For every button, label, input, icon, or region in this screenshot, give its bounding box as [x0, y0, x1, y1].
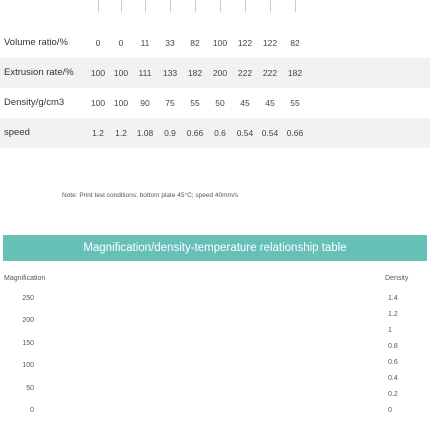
table-cell: 45	[265, 98, 275, 108]
table-cell: 55	[290, 98, 300, 108]
table-column-divider	[245, 0, 246, 12]
table-cell: 133	[162, 68, 178, 78]
table-cell: 82	[190, 38, 200, 48]
table-cell: 1.2	[115, 128, 127, 138]
y-right-tick-label: 1	[388, 327, 392, 334]
table-column-divider	[121, 0, 122, 12]
chart-title: Magnification/density-temperature relati…	[83, 242, 347, 254]
y-left-tick-label: 50	[26, 384, 34, 392]
table-cell: 100	[113, 68, 129, 78]
table-cell: 0.9	[164, 128, 176, 138]
y-left-tick-label: 0	[30, 407, 34, 414]
table-cell: 182	[187, 68, 203, 78]
print-conditions-note: Note: Print test conditions: bottom plat…	[62, 192, 239, 199]
y-left-tick-label: 200	[22, 317, 34, 325]
row-label: speed	[4, 127, 30, 138]
table-cell: 100	[212, 38, 228, 48]
y-right-tick-label: 0.2	[388, 391, 398, 398]
table-cell: 122	[237, 38, 253, 48]
table-column-divider	[195, 0, 196, 12]
table-row: speed 1.2 1.2 1.08 0.9 0.66 0.6 0.54 0.54 0.66	[0, 118, 430, 148]
table-cell: 222	[237, 68, 253, 78]
table-cell: 45	[240, 98, 250, 108]
table-column-divider	[98, 0, 99, 12]
table-cell: 0	[118, 38, 124, 48]
table-cell: 33	[165, 38, 175, 48]
y-left-tick-label: 150	[22, 339, 34, 347]
table-cell: 111	[138, 68, 152, 78]
table-cell: 90	[140, 98, 150, 108]
y-right-tick-label: 1.2	[388, 311, 398, 318]
table-row: Volume ratio/% 0 0 11 33 82 100 122 122 82	[0, 28, 430, 58]
y-right-tick-label: 1.4	[388, 295, 398, 302]
table-cell: 100	[90, 98, 106, 108]
table-cell: 0.54	[236, 128, 254, 138]
table-cell: 0	[95, 38, 101, 48]
y-right-axis-title: Density	[385, 275, 409, 282]
table-cell: 55	[190, 98, 200, 108]
table-row: Density/g/cm3 100 100 90 75 55 50 45 45 55	[0, 88, 430, 118]
y-left-axis-title: Magnification	[4, 275, 46, 282]
row-label: Density/g/cm3	[4, 97, 65, 108]
table-cell: 1.08	[136, 128, 154, 138]
table-column-divider	[220, 0, 221, 12]
table-column-divider	[145, 0, 146, 12]
table-cell: 200	[212, 68, 228, 78]
table-cell: 0.6	[214, 128, 226, 138]
table-cell: 0.66	[286, 128, 304, 138]
table-cell: 11	[140, 38, 150, 48]
row-label: Extrusion rate/%	[4, 67, 74, 78]
table-column-divider	[270, 0, 271, 12]
y-right-tick-label: 0.4	[388, 375, 398, 382]
table-cell: 222	[262, 68, 278, 78]
table-column-divider	[295, 0, 296, 12]
table-cell: 122	[262, 38, 278, 48]
y-right-tick-label: 0.8	[388, 343, 398, 350]
table-cell: 100	[113, 98, 129, 108]
y-right-tick-label: 0.6	[388, 359, 398, 366]
table-cell: 1.2	[92, 128, 104, 138]
table-cell: 0.66	[186, 128, 204, 138]
table-cell: 182	[287, 68, 303, 78]
table-cell: 0.54	[261, 128, 279, 138]
table-cell: 50	[215, 98, 225, 108]
table-cell: 82	[290, 38, 300, 48]
row-label: Volume ratio/%	[4, 37, 68, 48]
y-left-tick-label: 250	[22, 295, 34, 302]
table-column-divider	[170, 0, 171, 12]
y-left-tick-label: 100	[22, 362, 34, 370]
table-row: Extrusion rate/% 100 100 111 133 182 200 222 222…	[0, 58, 430, 88]
table-cell: 75	[165, 98, 175, 108]
chart-title-banner: Magnification/density-temperature relati…	[3, 235, 427, 261]
table-cell: 100	[90, 68, 106, 78]
y-right-tick-label: 0	[388, 407, 392, 414]
